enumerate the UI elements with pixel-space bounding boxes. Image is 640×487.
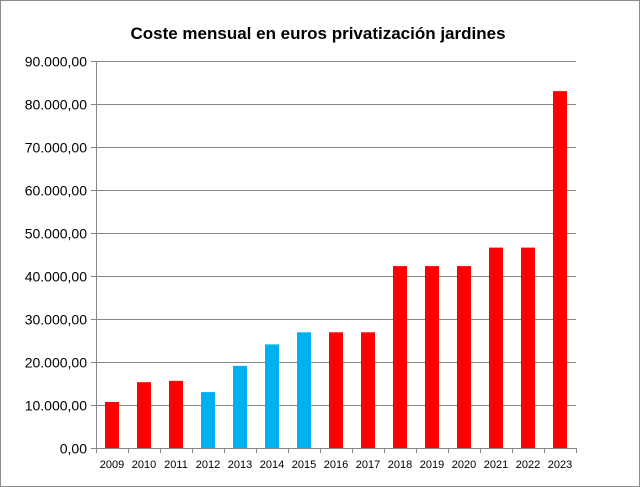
bar-2021: [489, 247, 503, 448]
x-tick-label: 2009: [100, 459, 124, 471]
x-tick-label: 2014: [260, 459, 284, 471]
x-tick-label: 2010: [132, 459, 156, 471]
x-tick-label: 2015: [292, 459, 316, 471]
bar-2018: [393, 266, 407, 448]
bar-2020: [457, 266, 471, 448]
bar-2017: [361, 332, 375, 448]
bar-2023: [553, 91, 567, 448]
x-tick-label: 2017: [356, 459, 380, 471]
bar-2012: [201, 392, 215, 448]
y-tick-label: 60.000,00: [25, 183, 87, 199]
x-tick-label: 2020: [452, 459, 476, 471]
y-tick-label: 90.000,00: [25, 54, 87, 70]
y-tick-label: 40.000,00: [25, 269, 87, 285]
bar-2019: [425, 266, 439, 448]
y-tick-label: 0,00: [60, 441, 87, 457]
bar-2010: [137, 382, 151, 448]
gridlines: [96, 61, 576, 406]
x-tick-label: 2011: [164, 459, 188, 471]
x-tick-labels: 2009 2010 2011 2012 2013 2014 2015 2016 2017 2018…: [100, 459, 572, 471]
y-tick-labels: 0,00 10.000,00 20.000,00 30.000,00 40.000,00…: [25, 54, 88, 457]
y-tick-label: 80.000,00: [25, 97, 87, 113]
bar-2014: [265, 344, 279, 448]
x-tick-label: 2013: [228, 459, 252, 471]
bar-2011: [169, 380, 183, 448]
bar-2016: [329, 332, 343, 448]
axes: [91, 61, 577, 453]
y-tick-label: 70.000,00: [25, 140, 87, 156]
x-tick-label: 2019: [420, 459, 444, 471]
bars: [105, 91, 567, 448]
chart-title: Coste mensual en euros privatización jar…: [130, 24, 505, 43]
bar-2022: [521, 247, 535, 448]
y-tick-label: 10.000,00: [25, 398, 87, 414]
bar-2013: [233, 365, 247, 448]
x-tick-label: 2018: [388, 459, 412, 471]
y-tick-label: 30.000,00: [25, 312, 87, 328]
x-tick-label: 2023: [548, 459, 572, 471]
y-tick-label: 20.000,00: [25, 355, 87, 371]
bar-2009: [105, 402, 119, 448]
x-tick-label: 2012: [196, 459, 220, 471]
bar-2015: [297, 332, 311, 448]
x-tick-label: 2021: [484, 459, 508, 471]
x-tick-label: 2016: [324, 459, 348, 471]
x-tick-label: 2022: [516, 459, 540, 471]
y-tick-label: 50.000,00: [25, 226, 87, 242]
